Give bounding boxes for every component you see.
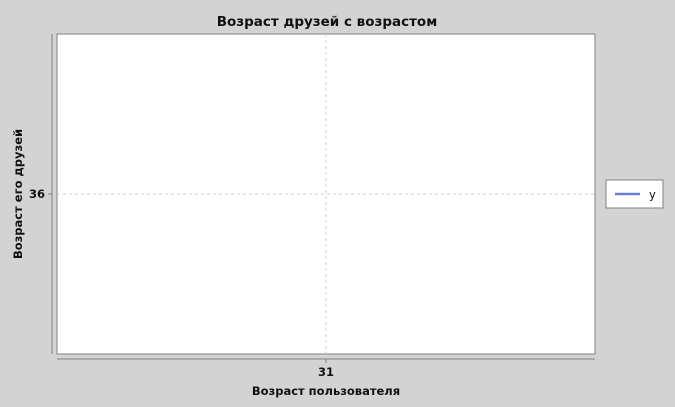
- legend: y: [605, 179, 664, 209]
- grid-lines: [57, 34, 595, 354]
- legend-label-y: y: [649, 188, 656, 202]
- y-tick-label: 36: [29, 187, 45, 201]
- chart-title: Возраст друзей с возрастом: [217, 14, 438, 30]
- y-axis-label: Возраст его друзей: [11, 129, 25, 259]
- x-axis-label: Возраст пользователя: [252, 384, 400, 398]
- x-tick-label: 31: [318, 365, 334, 379]
- ticks: 31 36: [29, 187, 334, 379]
